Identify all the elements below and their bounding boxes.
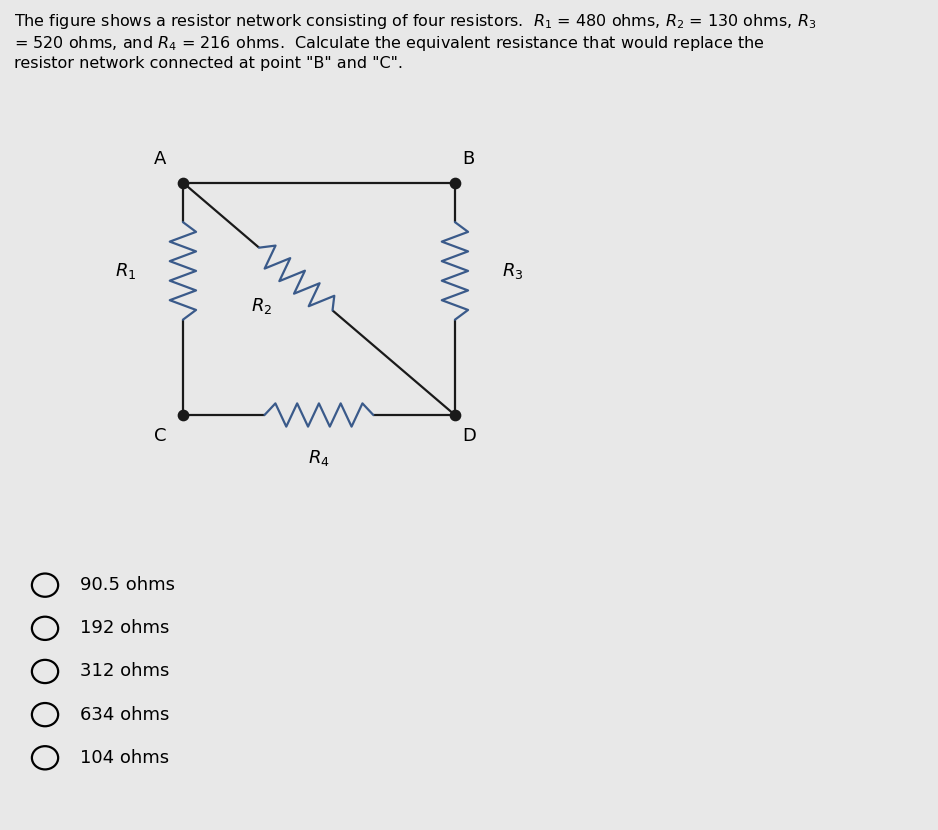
Point: [175, 176, 190, 189]
Point: [447, 176, 462, 189]
Text: $R_3$: $R_3$: [502, 261, 523, 281]
Text: D: D: [462, 427, 477, 446]
Point: [447, 408, 462, 422]
Text: C: C: [154, 427, 166, 446]
Text: 312 ohms: 312 ohms: [80, 662, 169, 681]
Text: The figure shows a resistor network consisting of four resistors.  $R_1$ = 480 o: The figure shows a resistor network cons…: [14, 12, 816, 71]
Text: $R_1$: $R_1$: [114, 261, 136, 281]
Text: 634 ohms: 634 ohms: [80, 706, 169, 724]
Text: $R_4$: $R_4$: [308, 448, 330, 468]
Point: [175, 408, 190, 422]
Text: A: A: [154, 149, 166, 168]
Text: 192 ohms: 192 ohms: [80, 619, 169, 637]
Text: 90.5 ohms: 90.5 ohms: [80, 576, 174, 594]
Text: B: B: [462, 149, 475, 168]
Text: $R_2$: $R_2$: [251, 295, 272, 315]
Text: 104 ohms: 104 ohms: [80, 749, 169, 767]
